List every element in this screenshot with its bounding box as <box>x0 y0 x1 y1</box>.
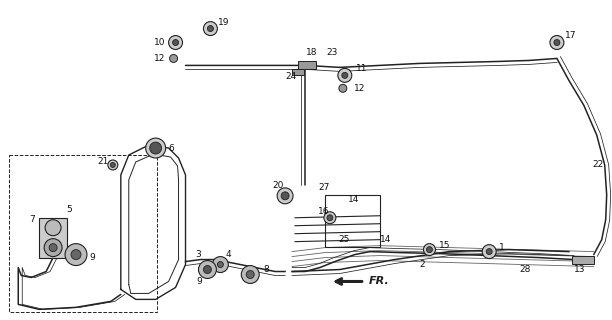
Circle shape <box>342 72 348 78</box>
Text: 8: 8 <box>263 265 269 274</box>
Circle shape <box>550 36 564 50</box>
Text: 1: 1 <box>499 243 505 252</box>
Text: 27: 27 <box>318 183 329 192</box>
Circle shape <box>424 244 435 256</box>
Bar <box>39 218 67 258</box>
Circle shape <box>427 247 433 252</box>
Circle shape <box>44 239 62 257</box>
Bar <box>572 256 594 264</box>
Circle shape <box>168 36 182 50</box>
Text: 3: 3 <box>195 250 201 259</box>
Text: 15: 15 <box>439 241 451 250</box>
Text: 12: 12 <box>154 54 165 63</box>
Circle shape <box>281 192 289 200</box>
Circle shape <box>241 266 259 284</box>
Text: 24: 24 <box>285 72 296 81</box>
Text: 10: 10 <box>154 38 165 47</box>
Text: 25: 25 <box>338 235 349 244</box>
Text: 9: 9 <box>89 253 95 262</box>
Text: 5: 5 <box>66 205 72 214</box>
Circle shape <box>173 40 179 45</box>
Text: 16: 16 <box>318 207 329 216</box>
Circle shape <box>146 138 166 158</box>
Bar <box>292 69 304 76</box>
Circle shape <box>150 142 162 154</box>
Text: 19: 19 <box>218 18 230 27</box>
Circle shape <box>207 26 214 32</box>
Text: 12: 12 <box>354 84 365 93</box>
Circle shape <box>554 40 560 45</box>
Circle shape <box>45 220 61 236</box>
Text: 23: 23 <box>326 48 337 57</box>
Circle shape <box>482 244 496 259</box>
Circle shape <box>110 163 115 167</box>
Text: 21: 21 <box>97 157 108 166</box>
Text: 4: 4 <box>225 250 231 259</box>
Text: 14: 14 <box>379 235 391 244</box>
Circle shape <box>108 160 118 170</box>
Circle shape <box>486 249 492 255</box>
Circle shape <box>170 54 177 62</box>
Circle shape <box>71 250 81 260</box>
Bar <box>298 61 316 69</box>
Text: 7: 7 <box>29 215 35 224</box>
Text: 18: 18 <box>306 48 318 57</box>
Text: 9: 9 <box>196 277 202 286</box>
Circle shape <box>203 266 211 274</box>
Circle shape <box>338 68 352 82</box>
Text: 11: 11 <box>356 64 367 73</box>
Circle shape <box>324 212 336 224</box>
Circle shape <box>203 22 217 36</box>
Circle shape <box>246 270 254 278</box>
Circle shape <box>217 261 223 268</box>
Circle shape <box>277 188 293 204</box>
Circle shape <box>65 244 87 266</box>
Circle shape <box>327 215 333 221</box>
Text: 2: 2 <box>419 260 425 269</box>
Text: 6: 6 <box>168 144 174 153</box>
Text: 28: 28 <box>519 265 531 274</box>
Text: 13: 13 <box>574 265 585 274</box>
Text: 17: 17 <box>565 31 577 40</box>
Text: FR.: FR. <box>368 276 389 286</box>
Circle shape <box>198 260 217 278</box>
Text: 22: 22 <box>593 160 604 170</box>
Bar <box>325 195 379 247</box>
Text: 14: 14 <box>348 195 359 204</box>
Bar <box>9 155 157 312</box>
Text: 20: 20 <box>272 181 283 190</box>
Circle shape <box>339 84 347 92</box>
Circle shape <box>49 244 57 252</box>
Circle shape <box>212 257 228 273</box>
